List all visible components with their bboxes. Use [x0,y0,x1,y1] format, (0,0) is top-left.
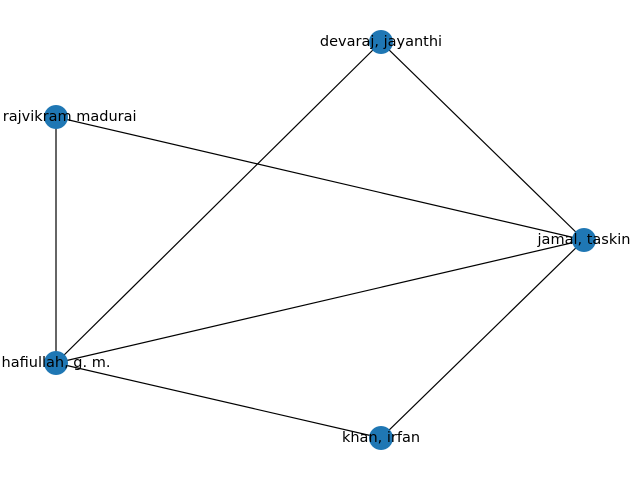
edge-devaraj-shafiullah [55,41,382,364]
node-label-shafiullah: hafiullah, g. m. [2,355,111,371]
node-devaraj [369,30,393,54]
edge-jamal-khan [380,239,585,439]
node-jamal [572,228,596,252]
node-layer [44,30,596,450]
edge-devaraj-jamal [380,41,585,241]
node-rajvikram [44,105,68,129]
node-shafiullah [44,351,68,375]
edge-shafiullah-khan [55,362,382,439]
node-label-rajvikram: an, rajvikram madurai [0,109,137,125]
node-label-devaraj: devaraj, jayanthi [320,34,442,50]
edge-jamal-shafiullah [55,239,585,364]
node-label-jamal: jamal, taskin [537,232,631,248]
edge-layer [55,41,585,439]
node-label-khan: khan, irfan [342,430,420,446]
node-khan [369,426,393,450]
label-layer: devaraj, jayanthi an, rajvikram madurai ja… [0,34,630,446]
edge-rajvikram-jamal [55,116,585,241]
